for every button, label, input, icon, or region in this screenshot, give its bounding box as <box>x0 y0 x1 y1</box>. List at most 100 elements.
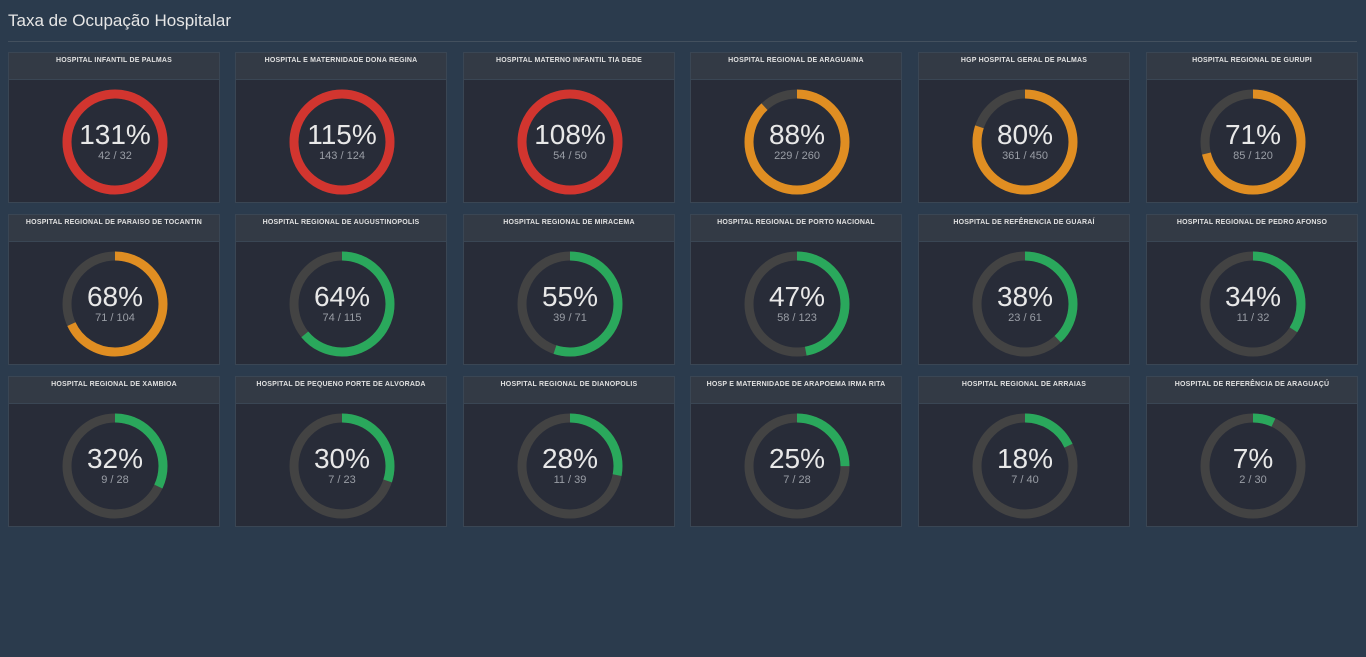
hospital-card: HOSPITAL REGIONAL DE PORTO NACIONAL 47% 58… <box>690 214 902 365</box>
occupancy-gauge: 34%11 / 32 <box>1200 251 1306 357</box>
occupancy-gauge: 68%71 / 104 <box>62 251 168 357</box>
gauge-value-arc <box>517 413 623 519</box>
hospital-name: HOSPITAL DE REFÊRENCIA DE GUARAÍ <box>919 215 1129 242</box>
gauge-body: 47% 58 / 123 <box>691 242 901 366</box>
occupied-over-capacity: 58 / 123 <box>777 312 817 324</box>
occupancy-percent: 30% <box>314 443 370 474</box>
occupancy-gauge: 80%361 / 450 <box>972 89 1078 195</box>
gauge-body: 80% 361 / 450 <box>919 80 1129 204</box>
occupied-over-capacity: 2 / 30 <box>1239 474 1267 486</box>
hospital-name: HOSPITAL REGIONAL DE DIANOPOLIS <box>464 377 674 404</box>
hospital-card: HOSPITAL DE REFÊRENCIA DE GUARAÍ 38% 23 / … <box>918 214 1130 365</box>
occupied-over-capacity: 11 / 32 <box>1237 312 1270 324</box>
occupancy-percent: 28% <box>542 443 598 474</box>
gauge-body: 7% 2 / 30 <box>1147 404 1357 528</box>
hospital-name: HOSPITAL REGIONAL DE PARAISO DE TOCANTIN <box>9 215 219 242</box>
gauge-body: 38% 23 / 61 <box>919 242 1129 366</box>
gauge-body: 55% 39 / 71 <box>464 242 674 366</box>
hospital-name: HOSPITAL DE PEQUENO PORTE DE ALVORADA <box>236 377 446 404</box>
occupancy-gauge: 88%229 / 260 <box>744 89 850 195</box>
hospital-name: HOSPITAL REGIONAL DE PORTO NACIONAL <box>691 215 901 242</box>
occupied-over-capacity: 229 / 260 <box>774 150 820 162</box>
gauge-body: 115% 143 / 124 <box>236 80 446 204</box>
gauge-value-arc <box>1200 413 1306 519</box>
gauge-body: 30% 7 / 23 <box>236 404 446 528</box>
occupancy-percent: 115% <box>307 119 377 150</box>
occupancy-gauge: 71%85 / 120 <box>1200 89 1306 195</box>
gauge-body: 25% 7 / 28 <box>691 404 901 528</box>
hospital-card: HOSPITAL REGIONAL DE ARRAIAS 18% 7 / 40 <box>918 376 1130 527</box>
gauge-value-arc <box>289 89 395 195</box>
hospital-card: HOSPITAL DE PEQUENO PORTE DE ALVORADA 30%… <box>235 376 447 527</box>
gauge-value-arc <box>62 251 168 357</box>
hospital-name: HOSPITAL DE REFERÊNCIA DE ARAGUAÇÚ <box>1147 377 1357 404</box>
occupancy-gauge: 28%11 / 39 <box>517 413 623 519</box>
hospital-name: HOSPITAL REGIONAL DE MIRACEMA <box>464 215 674 242</box>
occupied-over-capacity: 74 / 115 <box>323 312 362 324</box>
occupied-over-capacity: 361 / 450 <box>1002 150 1048 162</box>
hospital-card: HOSPITAL DE REFERÊNCIA DE ARAGUAÇÚ 7% 2 / … <box>1146 376 1358 527</box>
hospital-card: HOSPITAL REGIONAL DE PEDRO AFONSO 34% 11 /… <box>1146 214 1358 365</box>
hospital-name: HGP HOSPITAL GERAL DE PALMAS <box>919 53 1129 80</box>
occupancy-gauge: 131%42 / 32 <box>62 89 168 195</box>
gauge-body: 88% 229 / 260 <box>691 80 901 204</box>
occupancy-percent: 68% <box>87 281 143 312</box>
occupancy-gauge: 25%7 / 28 <box>744 413 850 519</box>
hospital-card: HGP HOSPITAL GERAL DE PALMAS 80% 361 / 450 <box>918 52 1130 203</box>
hospital-name: HOSPITAL REGIONAL DE AUGUSTINOPOLIS <box>236 215 446 242</box>
gauge-value-arc <box>289 413 395 519</box>
hospital-name: HOSPITAL REGIONAL DE PEDRO AFONSO <box>1147 215 1357 242</box>
title-divider <box>8 41 1357 42</box>
occupancy-percent: 108% <box>534 119 606 150</box>
hospital-name: HOSPITAL REGIONAL DE ARRAIAS <box>919 377 1129 404</box>
occupancy-percent: 32% <box>87 443 143 474</box>
hospital-card: HOSPITAL REGIONAL DE AUGUSTINOPOLIS 64% 74… <box>235 214 447 365</box>
hospital-name: HOSPITAL REGIONAL DE ARAGUAINA <box>691 53 901 80</box>
occupied-over-capacity: 42 / 32 <box>98 150 132 162</box>
hospital-card: HOSPITAL REGIONAL DE ARAGUAINA 88% 229 / 2… <box>690 52 902 203</box>
occupied-over-capacity: 7 / 23 <box>328 474 356 486</box>
occupied-over-capacity: 11 / 39 <box>554 474 587 486</box>
gauge-body: 18% 7 / 40 <box>919 404 1129 528</box>
gauge-body: 32% 9 / 28 <box>9 404 219 528</box>
gauge-value-arc <box>62 413 168 519</box>
occupancy-percent: 7% <box>1233 443 1273 474</box>
gauge-value-arc <box>289 251 395 357</box>
hospital-card: HOSP E MATERNIDADE DE ARAPOEMA IRMA RITA… <box>690 376 902 527</box>
hospital-card: HOSPITAL REGIONAL DE XAMBIOA 32% 9 / 28 <box>8 376 220 527</box>
gauge-value-arc <box>1200 251 1306 357</box>
gauge-body: 131% 42 / 32 <box>9 80 219 204</box>
occupancy-gauge: 7%2 / 30 <box>1200 413 1306 519</box>
hospital-card: HOSPITAL MATERNO INFANTIL TIA DEDE 108% 54… <box>463 52 675 203</box>
gauge-body: 28% 11 / 39 <box>464 404 674 528</box>
gauge-value-arc <box>972 413 1078 519</box>
occupancy-percent: 47% <box>769 281 825 312</box>
occupancy-gauge: 47%58 / 123 <box>744 251 850 357</box>
occupancy-percent: 34% <box>1225 281 1281 312</box>
hospital-name: HOSPITAL E MATERNIDADE DONA REGINA <box>236 53 446 80</box>
gauge-value-arc <box>1200 89 1306 195</box>
occupancy-percent: 71% <box>1225 119 1281 150</box>
occupancy-gauge: 30%7 / 23 <box>289 413 395 519</box>
occupied-over-capacity: 7 / 28 <box>783 474 811 486</box>
hospital-card: HOSPITAL REGIONAL DE GURUPI 71% 85 / 120 <box>1146 52 1358 203</box>
occupancy-percent: 131% <box>79 119 151 150</box>
gauge-value-arc <box>744 251 850 357</box>
gauge-value-arc <box>744 413 850 519</box>
occupancy-gauge: 18%7 / 40 <box>972 413 1078 519</box>
occupancy-percent: 18% <box>997 443 1053 474</box>
occupancy-gauge: 55%39 / 71 <box>517 251 623 357</box>
occupancy-gauge: 38%23 / 61 <box>972 251 1078 357</box>
hospital-name: HOSPITAL REGIONAL DE GURUPI <box>1147 53 1357 80</box>
gauge-value-arc <box>62 89 168 195</box>
hospital-card: HOSPITAL INFANTIL DE PALMAS 131% 42 / 32 <box>8 52 220 203</box>
occupancy-gauge: 32%9 / 28 <box>62 413 168 519</box>
occupied-over-capacity: 85 / 120 <box>1233 150 1273 162</box>
occupancy-percent: 64% <box>314 281 370 312</box>
hospital-card: HOSPITAL REGIONAL DE MIRACEMA 55% 39 / 71 <box>463 214 675 365</box>
gauge-value-arc <box>744 89 850 195</box>
occupied-over-capacity: 7 / 40 <box>1011 474 1039 486</box>
occupancy-percent: 25% <box>769 443 825 474</box>
hospital-name: HOSPITAL REGIONAL DE XAMBIOA <box>9 377 219 404</box>
occupied-over-capacity: 9 / 28 <box>101 474 129 486</box>
